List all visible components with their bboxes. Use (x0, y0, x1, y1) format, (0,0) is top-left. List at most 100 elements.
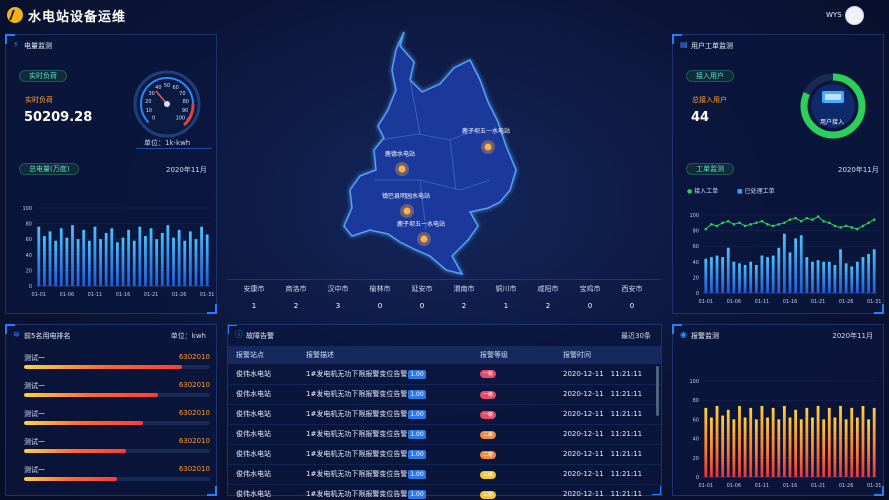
alarm-description: 1#发电机无功下限报警变位告警 1.00 (298, 364, 472, 385)
y-tick-label: 60 (693, 244, 699, 250)
city-name: 商洛市 (285, 285, 307, 293)
recent-count[interactable]: 最近30条 (621, 332, 651, 340)
ranking-name: 测试一 (24, 410, 45, 418)
total-access-label: 总接入用户 (692, 96, 727, 104)
alarm-level-cell: 一级 (472, 364, 555, 385)
alarm-description: 1#发电机无功下限报警变位告警 1.00 (298, 484, 472, 500)
city-name: 西安市 (621, 285, 643, 293)
alarm-description: 1#发电机无功下限报警变位告警 1.00 (298, 384, 472, 405)
alarm-level-cell: 一级 (472, 404, 555, 425)
bar (855, 261, 859, 293)
ranking-bar-track (24, 421, 210, 425)
fault-alarm-table: 报警站点 报警描述 报警等级 报警时间 俊伟水电站 1#发电机无功下限报警变位告警… (228, 346, 661, 500)
gauge-tick-label: 20 (145, 99, 151, 105)
y-tick-label: 20 (693, 456, 699, 462)
station-label[interactable]: 鹿子坝五一水电站 (462, 127, 510, 135)
alarm-row[interactable]: 俊伟水电站 1#发电机无功下限报警变位告警 1.00 一级 2020-12-11 11:… (228, 364, 661, 385)
bar (855, 417, 859, 477)
alarm-row[interactable]: 俊伟水电站 1#发电机无功下限报警变位告警 1.00 三级 2020-12-11 11:… (228, 484, 661, 500)
info-icon: ⓘ (235, 330, 243, 339)
alarm-description: 1#发电机无功下限报警变位告警 1.00 (298, 464, 472, 485)
city-name: 延安市 (411, 285, 433, 293)
load-label: 实时负荷 (25, 96, 53, 104)
alarm-description-text: 1#发电机无功下限报警变位告警 (306, 430, 408, 438)
scrollbar[interactable] (656, 366, 659, 416)
province-map[interactable]: 鹿子坝五一水电站 鹿德水电站 镇巴县明园水电站 鹿子坝五一水电站 (330, 30, 580, 280)
bar (766, 417, 769, 477)
line-point (760, 219, 764, 223)
x-tick-label: 01-01 (32, 292, 47, 298)
alarm-time: 2020-12-11 11:21:11 (555, 424, 661, 445)
divider (136, 148, 212, 149)
line-point (715, 224, 719, 228)
alarm-row[interactable]: 俊伟水电站 1#发电机无功下限报警变位告警 1.00 三级 2020-12-11 11:… (228, 464, 661, 485)
ranking-item[interactable]: 测试一 6302010 (24, 409, 210, 435)
x-tick-label: 01-06 (727, 299, 742, 305)
bar (726, 409, 730, 477)
line-point (805, 216, 809, 220)
gauge-tick-label: 70 (179, 91, 185, 97)
x-tick-label: 01-16 (783, 299, 798, 305)
bar (43, 236, 46, 286)
city-name: 宝鸡市 (579, 285, 601, 293)
ranking-item[interactable]: 测试一 6302010 (24, 381, 210, 407)
alarm-row[interactable]: 俊伟水电站 1#发电机无功下限报警变位告警 1.00 二级 2020-12-11 11:… (228, 424, 661, 445)
city-count: 2 (545, 302, 551, 310)
bar (721, 415, 725, 477)
alarm-level-cell: 二级 (472, 444, 555, 465)
city-count-table: 安康市 1 商洛市 2 汉中市 3 榆林市 0 延安市 0 渭南市 2 铜川市 1 咸阳市 2 宝鸡市 0 西安市 0 (227, 279, 662, 315)
city-count: 0 (419, 302, 425, 310)
ranking-panel: ≋ 前5名用电排名 单位：kwh 测试一 6302010 测试一 6302010 测试一… (5, 324, 217, 496)
station-label[interactable]: 镇巴县明园水电站 (382, 192, 430, 200)
lightning-icon: ⚡ (13, 40, 19, 49)
header: 水电站设备运维 WYS (0, 0, 889, 30)
gauge-tick-label: 90 (182, 108, 188, 114)
alarm-site: 俊伟水电站 (228, 364, 298, 385)
bar (172, 237, 175, 286)
alarm-description: 1#发电机无功下限报警变位告警 1.00 (298, 404, 472, 425)
line-point (816, 215, 820, 218)
bar (850, 266, 854, 293)
ranking-item[interactable]: 测试一 6302010 (24, 353, 210, 379)
ranking-item[interactable]: 测试一 6302010 (24, 465, 210, 491)
x-tick-label: 01-06 (60, 292, 75, 298)
alarm-level-badge: 二级 (480, 450, 496, 459)
load-value: 50209.28 (24, 110, 93, 125)
line-point (749, 223, 753, 226)
alarm-tag: 1.00 (408, 369, 426, 379)
bar (822, 419, 826, 477)
load-pill: 实时负荷 (19, 70, 67, 82)
ranking-bar-fill (24, 421, 144, 425)
alarm-row[interactable]: 俊伟水电站 1#发电机无功下限报警变位告警 1.00 二级 2020-12-11 11:… (228, 444, 661, 465)
y-tick-label: 80 (693, 398, 699, 404)
user-name[interactable]: WYS (826, 11, 842, 19)
ranking-value: 6302010 (178, 353, 210, 361)
alarm-row[interactable]: 俊伟水电站 1#发电机无功下限报警变位告警 1.00 一级 2020-12-11 11:… (228, 404, 661, 425)
alarm-site: 俊伟水电站 (228, 424, 298, 445)
bar (816, 405, 820, 477)
bar (115, 242, 119, 286)
bar (138, 226, 142, 286)
alarm-tag: 1.00 (408, 470, 426, 479)
y-tick-label: 60 (26, 237, 32, 243)
line-point (799, 219, 803, 223)
bar (839, 249, 842, 293)
bar (839, 405, 842, 477)
bar (811, 261, 814, 293)
alarm-time: 2020-12-11 11:21:11 (555, 384, 661, 405)
bar (188, 231, 192, 286)
column-header: 报警站点 (228, 346, 298, 364)
user-orders-panel: ▤ 用户工单监测 接入用户 总接入用户 44 用户接入 工单监测 2020年11… (672, 34, 884, 314)
ranking-item[interactable]: 测试一 6302010 (24, 437, 210, 463)
x-tick-label: 01-31 (867, 483, 882, 489)
station-label[interactable]: 鹿子坝五一水电站 (397, 220, 445, 228)
avatar[interactable] (845, 6, 864, 25)
city-name: 榆林市 (369, 285, 391, 293)
ranking-bar-track (24, 393, 210, 397)
alarm-row[interactable]: 俊伟水电站 1#发电机无功下限报警变位告警 1.00 一级 2020-12-11 11:… (228, 384, 661, 405)
line-point (867, 221, 870, 225)
station-label[interactable]: 鹿德水电站 (385, 150, 415, 158)
bar (205, 234, 209, 286)
order-chart: 0 20 40 60 80 100 01-01 01-06 01-11 01-16 01-21 01-… (689, 213, 881, 305)
line-point (710, 223, 713, 226)
